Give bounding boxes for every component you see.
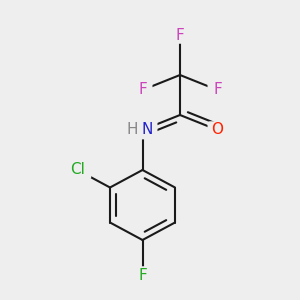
Text: Cl: Cl (70, 163, 85, 178)
FancyBboxPatch shape (208, 81, 227, 99)
FancyBboxPatch shape (133, 81, 152, 99)
FancyBboxPatch shape (128, 121, 158, 140)
Text: O: O (212, 122, 224, 137)
FancyBboxPatch shape (170, 26, 190, 44)
Text: H: H (127, 122, 138, 137)
Text: F: F (138, 268, 147, 283)
Text: F: F (176, 28, 184, 43)
FancyBboxPatch shape (208, 121, 227, 139)
Text: F: F (213, 82, 222, 98)
FancyBboxPatch shape (64, 160, 91, 179)
FancyBboxPatch shape (133, 266, 152, 284)
Text: N: N (142, 122, 153, 137)
Text: F: F (138, 82, 147, 98)
